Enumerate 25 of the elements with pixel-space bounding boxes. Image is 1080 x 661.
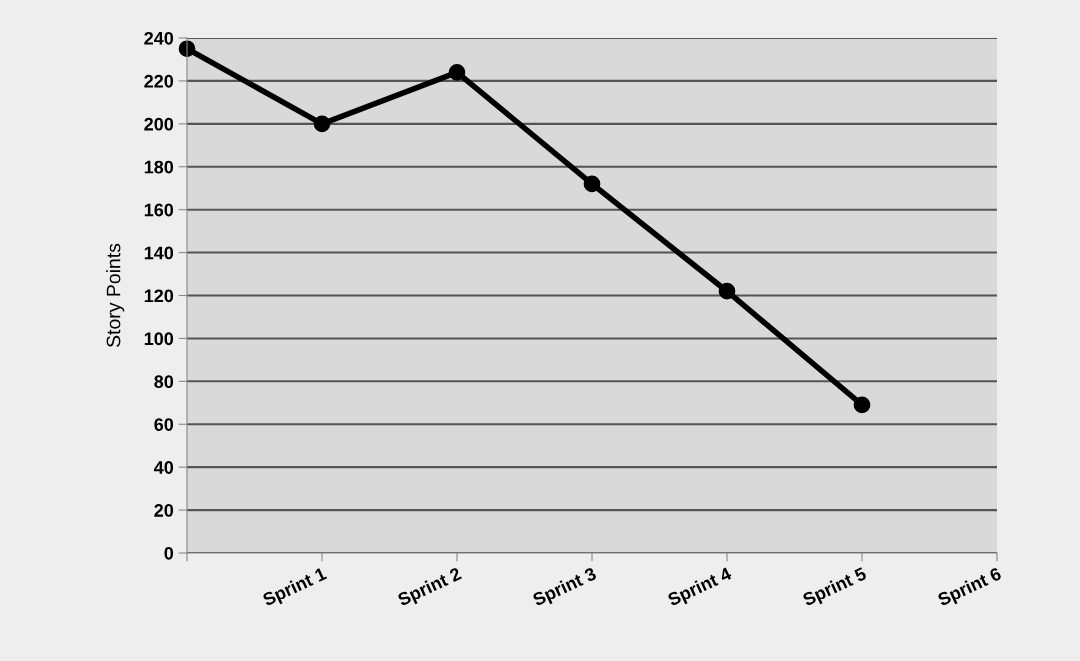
y-tick-label: 200 [144,117,174,131]
y-tick-label: 240 [144,31,174,45]
y-tick-label: 160 [144,203,174,217]
y-tick-label: 40 [154,461,174,474]
y-tick-label: 180 [144,160,174,174]
point [448,63,466,81]
y-tick-label: 20 [154,504,174,517]
point [313,115,331,133]
x-tick-label: Sprint 4 [666,566,735,610]
y-tick-label: 80 [154,375,174,389]
y-tick-label: 100 [144,332,174,346]
y-tick-label: 0 [164,546,174,560]
x-tick-label: Sprint 5 [801,566,869,610]
x-tick-label: Sprint 6 [936,566,1004,610]
y-tick-label: 140 [144,246,174,260]
x-tick-label: Sprint 2 [396,566,464,610]
point [718,282,736,300]
y-tick-label: 60 [154,418,174,431]
y-tick-label: 220 [144,74,174,88]
x-tick-label: Sprint 3 [531,566,599,610]
point [853,396,871,414]
y-axis-title: Story Points [106,243,125,348]
point [583,175,601,193]
y-tick-label: 120 [144,289,174,303]
x-tick-label: Sprint 1 [261,566,329,610]
